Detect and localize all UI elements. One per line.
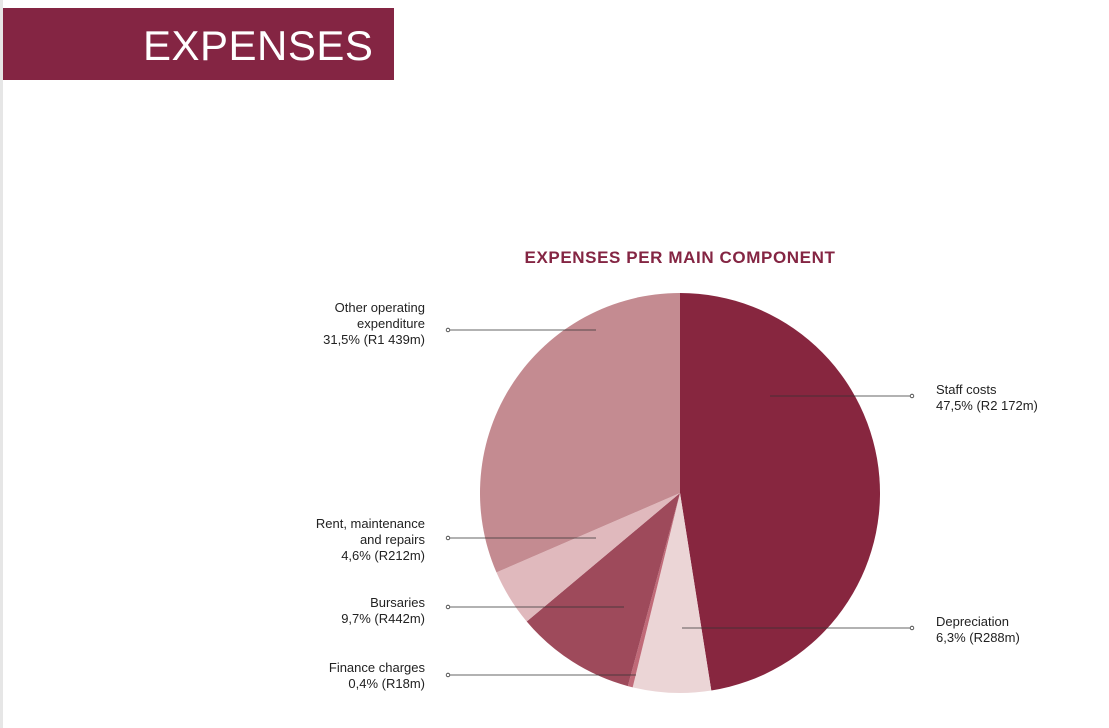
label-staff-costs-value: 47,5% (R2 172m) (936, 398, 1038, 413)
label-rent-line-2: and repairs (359, 532, 425, 547)
label-bursaries-name: Bursaries (370, 595, 425, 610)
label-other-value: 31,5% (R1 439m) (323, 332, 425, 347)
leader-dot (909, 625, 915, 631)
label-rent-line-1: Rent, maintenance (315, 516, 425, 531)
label-depreciation-name: Depreciation (936, 614, 1009, 629)
pie-slice-staff-costs (680, 293, 880, 691)
page-title: EXPENSES (143, 22, 374, 69)
label-rent-maintenance: Rent, maintenance and repairs 4,6% (R212… (316, 516, 425, 564)
header-banner: EXPENSES (3, 8, 394, 80)
label-rent-value: 4,6% (R212m) (341, 548, 425, 563)
label-bursaries-value: 9,7% (R442m) (341, 611, 425, 626)
chart-title: EXPENSES PER MAIN COMPONENT (524, 248, 836, 267)
leader-dot (445, 327, 451, 333)
label-other-operating: Other operating expenditure 31,5% (R1 43… (323, 300, 425, 348)
pie-slice-depreciation (632, 493, 712, 693)
label-other-line-2: expenditure (357, 316, 425, 331)
leader-dot (445, 672, 451, 678)
leader-dot (445, 604, 451, 610)
label-depreciation-value: 6,3% (R288m) (936, 630, 1020, 645)
pie-slice-other-operating-expenditure (479, 293, 680, 573)
leader-dot (445, 535, 451, 541)
page-left-edge (0, 0, 3, 728)
leader-dot (909, 393, 915, 399)
label-staff-costs-name: Staff costs (936, 382, 997, 397)
pie-slice-bursaries (526, 493, 680, 687)
label-finance-charges-name: Finance charges (328, 660, 425, 675)
label-finance-charges: Finance charges 0,4% (R18m) (329, 660, 425, 692)
label-staff-costs: Staff costs 47,5% (R2 172m) (936, 382, 1038, 414)
label-finance-charges-value: 0,4% (R18m) (348, 676, 425, 691)
pie-slice-finance-charges (627, 493, 680, 688)
label-other-line-1: Other operating (334, 300, 425, 315)
pie-slice-rent-maintenance-and-repairs (496, 493, 680, 622)
label-depreciation: Depreciation 6,3% (R288m) (936, 614, 1020, 646)
label-bursaries: Bursaries 9,7% (R442m) (341, 595, 425, 627)
